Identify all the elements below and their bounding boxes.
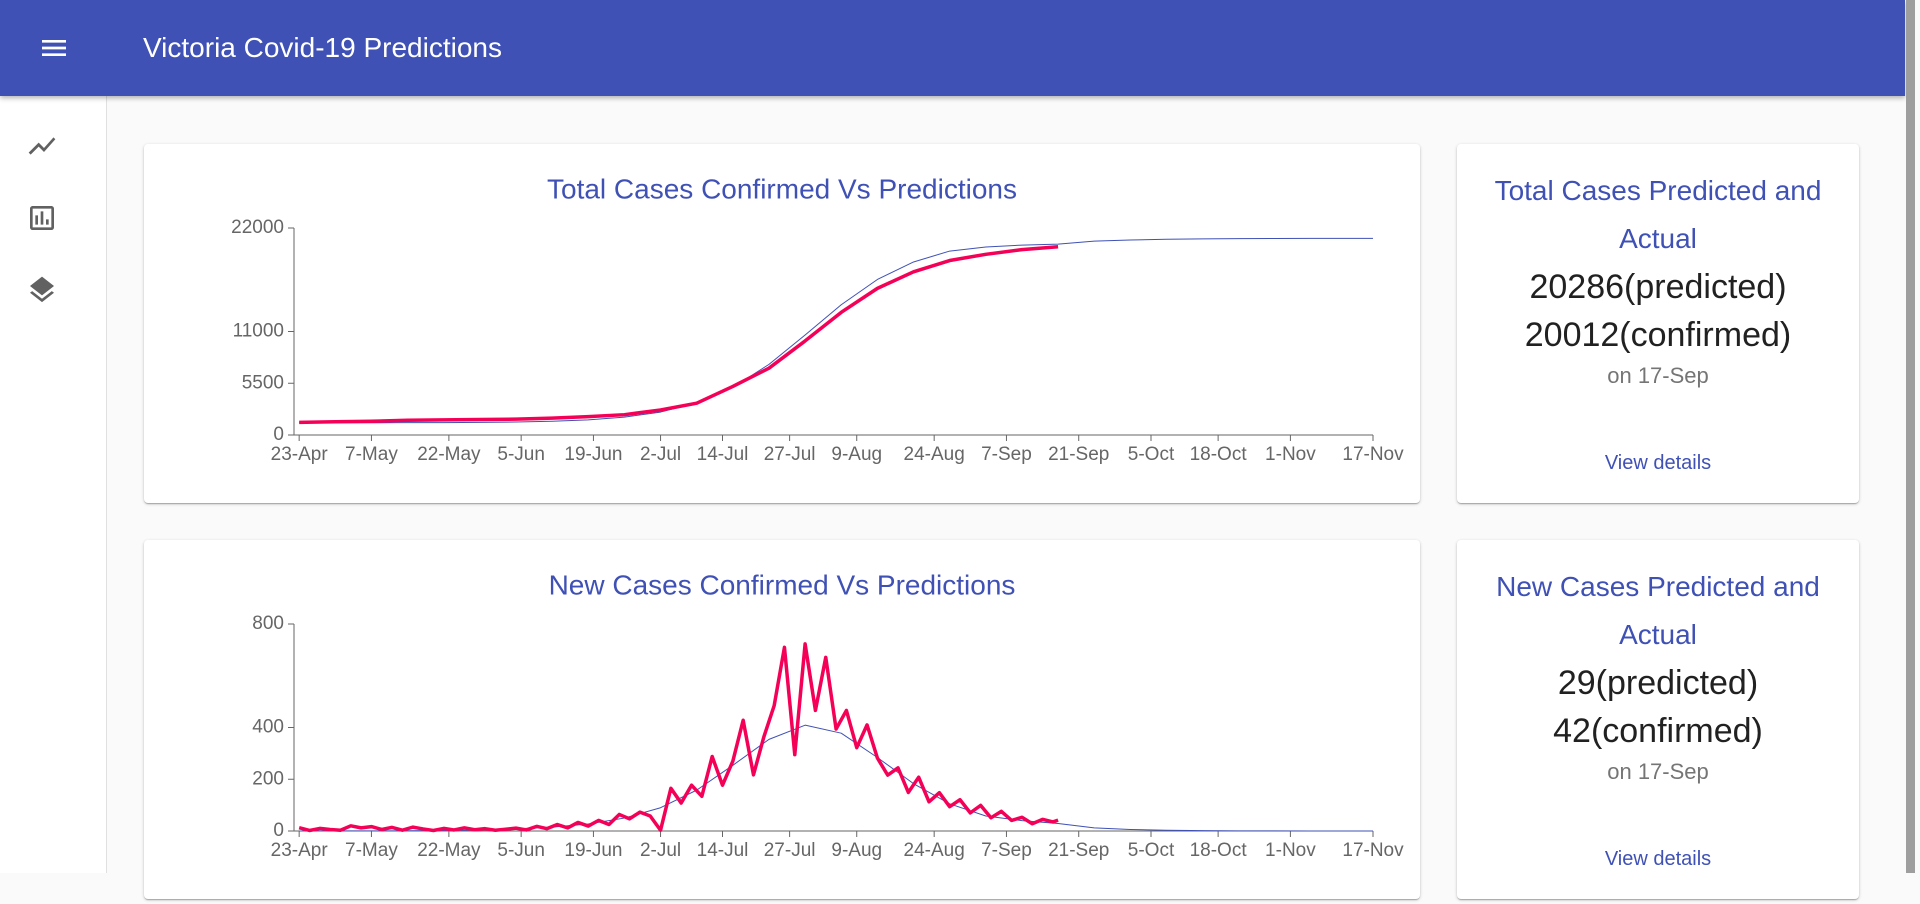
y-tick-label: 200 xyxy=(252,768,284,789)
x-tick-label: 5-Oct xyxy=(1128,444,1175,465)
chart-card: Total Cases Confirmed Vs Predictions Tota… xyxy=(144,144,1420,503)
x-tick-label: 5-Jun xyxy=(497,444,545,465)
x-tick-label: 7-May xyxy=(345,444,398,465)
summary-predicted: 29(predicted) xyxy=(1557,664,1759,702)
sidebar xyxy=(0,96,107,873)
x-tick-label: 1-Nov xyxy=(1265,840,1316,861)
x-tick-label: 7-Sep xyxy=(981,840,1032,861)
x-tick-label: 27-Jul xyxy=(764,444,816,465)
y-axis-label: New Cases Confirmed xyxy=(189,643,210,833)
chart-title: New Cases Confirmed Vs Predictions xyxy=(549,569,1016,600)
series-line xyxy=(299,237,1374,424)
x-tick-label: 2-Jul xyxy=(640,840,681,861)
x-tick-label: 5-Oct xyxy=(1128,840,1175,861)
x-tick-label: 14-Jul xyxy=(697,444,749,465)
x-tick-label: 14-Jul xyxy=(697,840,749,861)
x-tick-label: 7-May xyxy=(345,840,398,861)
series-line xyxy=(299,244,1059,425)
x-tick-label: 22-May xyxy=(417,840,481,861)
nav-layers-icon[interactable] xyxy=(26,274,58,306)
series-line xyxy=(299,724,1374,832)
app-bar: Victoria Covid-19 Predictions xyxy=(0,0,1905,96)
view-details-link[interactable]: View details xyxy=(1604,848,1712,870)
x-tick-label: 1-Nov xyxy=(1265,444,1316,465)
chart: Total Cases Confirmed Vs Predictions Tota… xyxy=(189,173,1404,465)
x-tick-label: 19-Jun xyxy=(564,444,622,465)
x-tick-label: 9-Aug xyxy=(831,444,882,465)
menu-button[interactable] xyxy=(38,32,70,64)
series-line xyxy=(298,642,1059,833)
chart-title: Total Cases Confirmed Vs Predictions xyxy=(547,173,1017,204)
summary-predicted: 20286(predicted) xyxy=(1529,268,1787,306)
x-tick-label: 24-Aug xyxy=(904,840,965,861)
x-tick-label: 18-Oct xyxy=(1190,840,1248,861)
summary-date: on 17-Sep xyxy=(1607,759,1709,784)
summary-confirmed: 20012(confirmed) xyxy=(1524,316,1792,354)
y-tick-label: 0 xyxy=(273,820,284,841)
x-tick-label: 27-Jul xyxy=(764,840,816,861)
x-tick-label: 23-Apr xyxy=(271,840,329,861)
x-tick-label: 17-Nov xyxy=(1342,840,1404,861)
x-tick-label: 18-Oct xyxy=(1190,444,1248,465)
x-tick-label: 24-Aug xyxy=(904,444,965,465)
x-tick-label: 17-Nov xyxy=(1342,444,1404,465)
y-tick-label: 11000 xyxy=(233,321,284,342)
summary-card: New Cases Predicted and Actual 29(predic… xyxy=(1457,540,1859,899)
chart-card: New Cases Confirmed Vs Predictions New Ca… xyxy=(144,540,1420,899)
x-tick-label: 19-Jun xyxy=(564,840,622,861)
app-title: Victoria Covid-19 Predictions xyxy=(143,32,502,63)
summary-title: Total Cases Predicted and Actual xyxy=(1494,175,1822,254)
x-tick-label: 21-Sep xyxy=(1048,444,1109,465)
x-tick-label: 23-Apr xyxy=(271,444,329,465)
x-tick-label: 2-Jul xyxy=(640,444,681,465)
summary-title: New Cases Predicted and Actual xyxy=(1496,571,1820,650)
scrollbar[interactable] xyxy=(1906,0,1915,873)
summary-confirmed: 42(confirmed) xyxy=(1553,712,1763,750)
page: Victoria Covid-19 Predictions Total Case… xyxy=(0,0,1915,873)
nav-trend-icon[interactable] xyxy=(26,130,58,162)
x-tick-label: 5-Jun xyxy=(497,840,545,861)
y-tick-label: 5500 xyxy=(242,372,284,393)
y-tick-label: 800 xyxy=(252,613,284,634)
x-tick-label: 22-May xyxy=(417,444,481,465)
summary-date: on 17-Sep xyxy=(1607,363,1709,388)
summary-card: Total Cases Predicted and Actual 20286(p… xyxy=(1457,144,1859,503)
x-tick-label: 21-Sep xyxy=(1048,840,1109,861)
view-details-link[interactable]: View details xyxy=(1604,452,1712,474)
nav-chart-icon[interactable] xyxy=(26,202,58,234)
y-axis-label: Total Cases Confirmed xyxy=(189,245,210,437)
y-tick-label: 22000 xyxy=(231,217,284,238)
y-tick-label: 400 xyxy=(252,717,284,738)
y-tick-label: 0 xyxy=(273,424,284,445)
chart: New Cases Confirmed Vs Predictions New Ca… xyxy=(189,569,1404,861)
x-tick-label: 9-Aug xyxy=(831,840,882,861)
x-tick-label: 7-Sep xyxy=(981,444,1032,465)
